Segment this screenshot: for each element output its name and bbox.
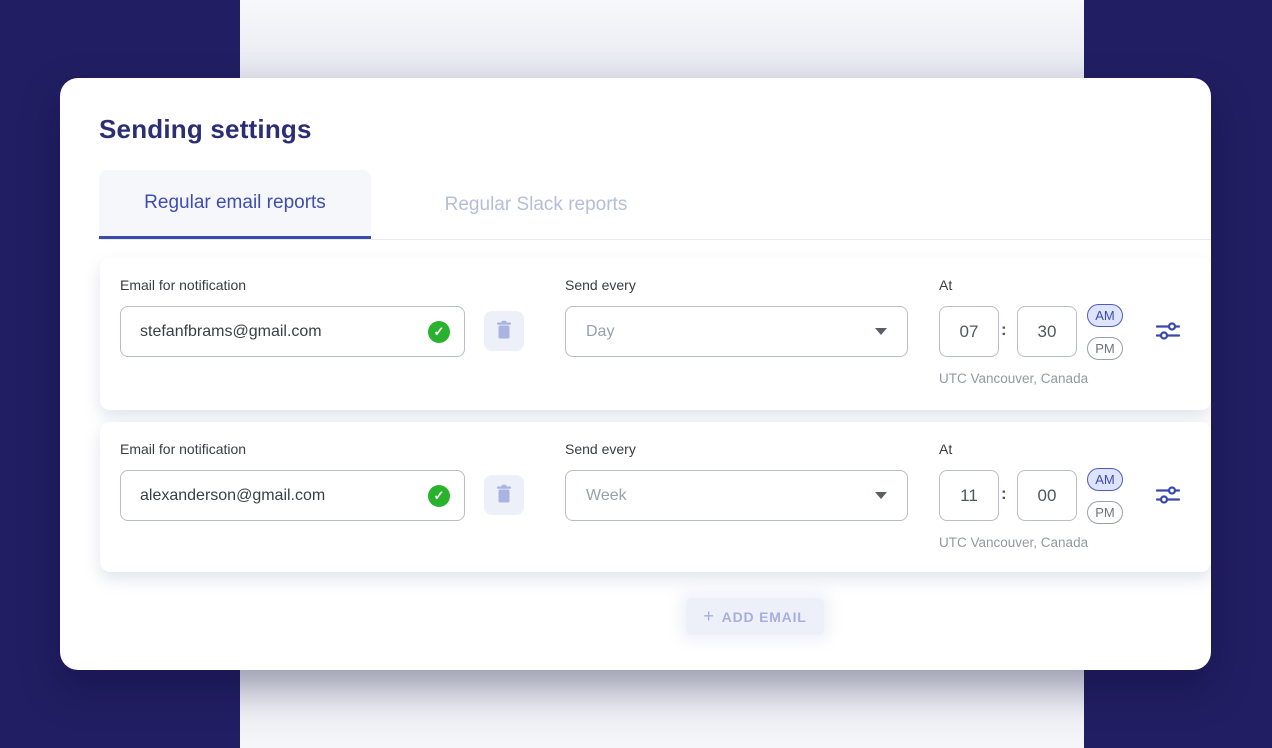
- valid-check-icon: ✓: [428, 320, 450, 343]
- delete-email-button[interactable]: [484, 475, 524, 515]
- email-input[interactable]: alexanderson@gmail.com ✓: [120, 470, 465, 521]
- send-every-label: Send every: [565, 277, 636, 293]
- tab-regular-email-reports[interactable]: Regular email reports: [99, 170, 371, 239]
- timezone-label: UTC Vancouver, Canada: [939, 535, 1089, 550]
- ampm-toggle-group: AM PM: [1087, 468, 1123, 524]
- advanced-settings-button[interactable]: [1148, 312, 1188, 352]
- pm-toggle[interactable]: PM: [1087, 501, 1123, 524]
- frequency-value: Day: [586, 322, 615, 340]
- trash-icon: [495, 484, 513, 507]
- valid-check-icon: ✓: [428, 484, 450, 507]
- page-title: Sending settings: [99, 114, 312, 144]
- pm-toggle[interactable]: PM: [1087, 337, 1123, 360]
- hour-input[interactable]: [939, 470, 999, 521]
- delete-email-button[interactable]: [484, 311, 524, 351]
- email-value: alexanderson@gmail.com: [140, 486, 326, 504]
- at-label: At: [939, 277, 953, 293]
- chevron-down-icon: [875, 328, 887, 335]
- minute-input[interactable]: [1017, 306, 1077, 357]
- email-field-label: Email for notification: [120, 277, 247, 293]
- tab-bar: Regular email reports Regular Slack repo…: [99, 170, 1211, 240]
- ampm-toggle-group: AM PM: [1087, 304, 1123, 360]
- send-every-label: Send every: [565, 441, 636, 457]
- tab-regular-slack-reports[interactable]: Regular Slack reports: [371, 170, 701, 239]
- hour-input[interactable]: [939, 306, 999, 357]
- email-report-row: Email for notification stefanfbrams@gmai…: [100, 258, 1211, 410]
- timezone-label: UTC Vancouver, Canada: [939, 371, 1089, 386]
- add-email-button[interactable]: + ADD EMAIL: [686, 598, 824, 635]
- time-colon: :: [1001, 320, 1007, 339]
- email-report-row: Email for notification alexanderson@gmai…: [100, 422, 1211, 572]
- sliders-icon: [1155, 318, 1181, 347]
- am-toggle[interactable]: AM: [1087, 468, 1123, 491]
- frequency-select[interactable]: Week: [565, 470, 908, 521]
- frequency-value: Week: [586, 486, 627, 504]
- advanced-settings-button[interactable]: [1148, 476, 1188, 516]
- at-label: At: [939, 441, 953, 457]
- minute-input[interactable]: [1017, 470, 1077, 521]
- chevron-down-icon: [875, 492, 887, 499]
- time-colon: :: [1001, 484, 1007, 503]
- background-band-top: [240, 0, 1084, 78]
- plus-icon: +: [703, 606, 715, 626]
- email-value: stefanfbrams@gmail.com: [140, 322, 322, 340]
- add-email-label: ADD EMAIL: [721, 608, 807, 625]
- am-toggle[interactable]: AM: [1087, 304, 1123, 327]
- frequency-select[interactable]: Day: [565, 306, 908, 357]
- sliders-icon: [1155, 482, 1181, 511]
- trash-icon: [495, 320, 513, 343]
- sending-settings-modal: Sending settings Regular email reports R…: [60, 78, 1211, 670]
- background-page-band: [240, 0, 1084, 748]
- email-input[interactable]: stefanfbrams@gmail.com ✓: [120, 306, 465, 357]
- background-band-bottom: [240, 670, 1084, 748]
- email-field-label: Email for notification: [120, 441, 247, 457]
